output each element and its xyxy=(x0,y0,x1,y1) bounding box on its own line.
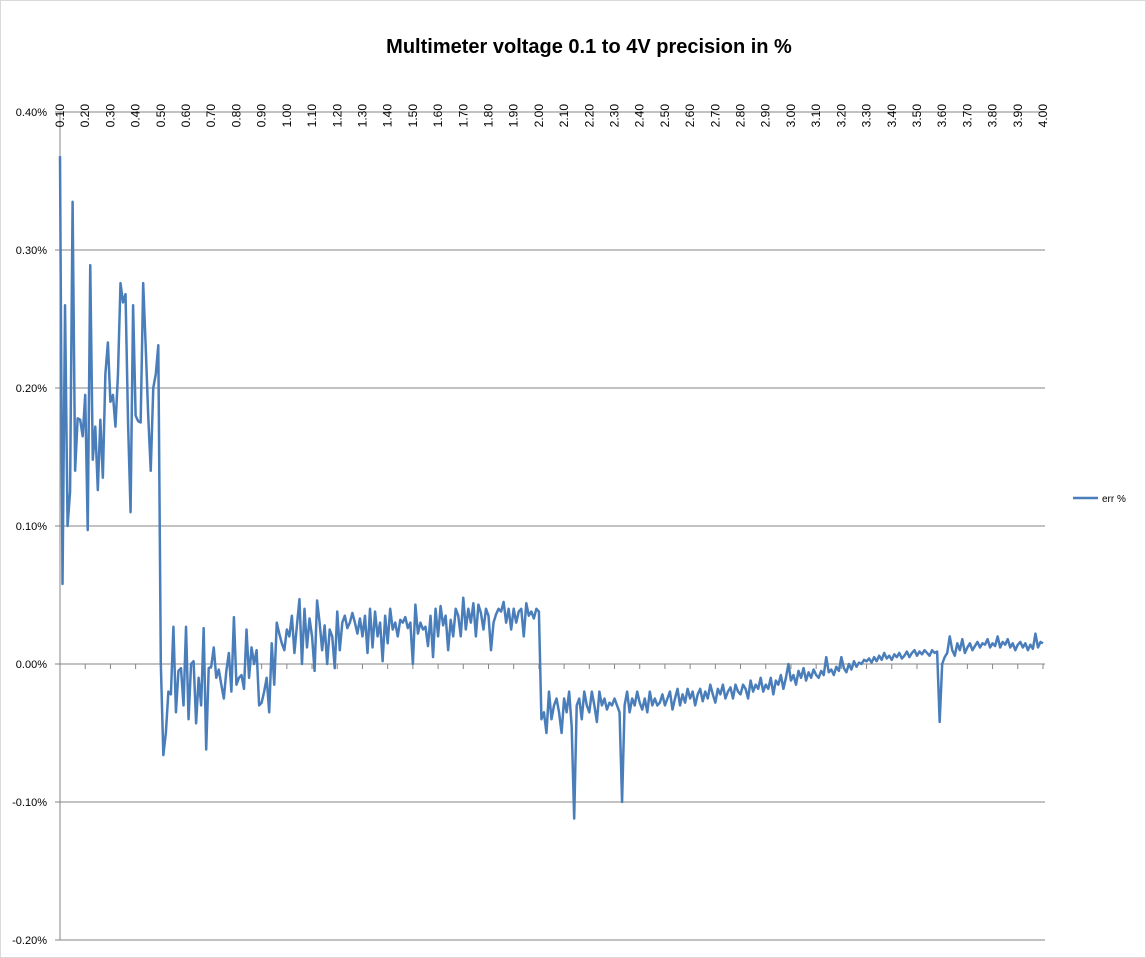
x-tick-label: 1.00 xyxy=(280,104,294,128)
x-tick-label: 3.70 xyxy=(960,104,974,128)
data-line xyxy=(58,156,1044,820)
x-tick-label: 2.20 xyxy=(582,104,596,128)
y-tick-label: -0.10% xyxy=(12,797,47,809)
y-tick-label: 0.00% xyxy=(16,659,47,671)
x-tick-label: 3.50 xyxy=(910,104,924,128)
y-tick-label: 0.40% xyxy=(16,107,47,119)
y-tick-label: 0.10% xyxy=(16,521,47,533)
x-tick-label: 4.00 xyxy=(1036,104,1050,128)
x-tick-label: 1.60 xyxy=(431,104,445,128)
x-tick-label: 0.50 xyxy=(154,104,168,128)
x-tick-label: 2.40 xyxy=(633,104,647,128)
x-tick-label: 2.50 xyxy=(658,104,672,128)
x-tick-label: 0.70 xyxy=(204,104,218,128)
x-tick-label: 2.90 xyxy=(759,104,773,128)
x-tick-label: 3.60 xyxy=(935,104,949,128)
x-tick-label: 2.80 xyxy=(734,104,748,128)
x-tick-label: 1.10 xyxy=(305,104,319,128)
x-tick-label: 0.30 xyxy=(103,104,117,128)
legend-label: err % xyxy=(1102,494,1126,505)
x-tick-label: 0.10 xyxy=(53,104,67,128)
x-tick-label: 0.60 xyxy=(179,104,193,128)
x-tick-label: 2.00 xyxy=(532,104,546,128)
x-tick-label: 3.90 xyxy=(1011,104,1025,128)
x-tick-label: 1.40 xyxy=(381,104,395,128)
x-tick-label: 0.40 xyxy=(129,104,143,128)
x-tick-label: 0.80 xyxy=(229,104,243,128)
x-tick-label: 2.70 xyxy=(708,104,722,128)
x-tick-label: 0.20 xyxy=(78,104,92,128)
x-tick-label: 1.50 xyxy=(406,104,420,128)
x-tick-label: 0.90 xyxy=(255,104,269,128)
x-tick-label: 2.30 xyxy=(608,104,622,128)
y-tick-label: 0.20% xyxy=(16,383,47,395)
x-tick-label: 3.10 xyxy=(809,104,823,128)
x-tick-label: 1.20 xyxy=(330,104,344,128)
x-tick-label: 3.00 xyxy=(784,104,798,128)
x-tick-label: 2.60 xyxy=(683,104,697,128)
x-tick-label: 3.80 xyxy=(986,104,1000,128)
x-tick-label: 1.30 xyxy=(355,104,369,128)
x-tick-label: 3.40 xyxy=(885,104,899,128)
y-tick-label: 0.30% xyxy=(16,245,47,257)
x-tick-label: 1.70 xyxy=(456,104,470,128)
y-tick-label: -0.20% xyxy=(12,935,47,947)
chart-title: Multimeter voltage 0.1 to 4V precision i… xyxy=(386,36,792,58)
x-tick-label: 3.20 xyxy=(834,104,848,128)
x-tick-label: 1.80 xyxy=(481,104,495,128)
x-tick-label: 2.10 xyxy=(557,104,571,128)
x-tick-label: 1.90 xyxy=(507,104,521,128)
x-tick-label: 3.30 xyxy=(860,104,874,128)
